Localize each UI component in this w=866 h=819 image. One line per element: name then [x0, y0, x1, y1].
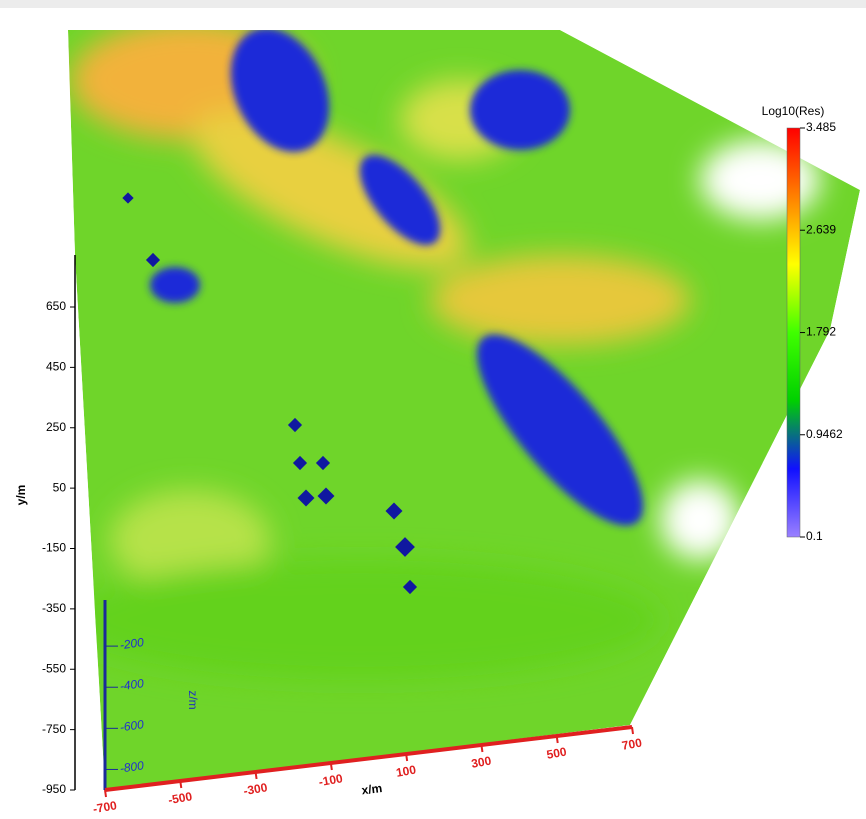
x-tick-label: 500 — [545, 744, 567, 761]
y-tick-label: 50 — [53, 480, 67, 494]
colorbar-tick-label: 0.9462 — [806, 427, 843, 441]
y-tick-label: 650 — [46, 299, 66, 313]
volume-render — [60, 12, 860, 790]
x-tick-label: 100 — [395, 762, 417, 779]
page: y/m x/m z/m Log10(Res) 650 450 250 50 -150 -3… — [0, 0, 866, 819]
chart: y/m x/m z/m Log10(Res) 650 450 250 50 -150 -3… — [0, 0, 866, 819]
y-tick-label: -150 — [42, 541, 66, 555]
top-band — [0, 0, 866, 8]
y-tick-label: -950 — [42, 782, 66, 796]
colorbar-tick-label: 1.792 — [806, 325, 836, 339]
colorbar-tick-label: 0.1 — [806, 529, 823, 543]
x-tick-label: -300 — [242, 780, 268, 798]
x-tick — [331, 763, 332, 770]
colorbar-title: Log10(Res) — [762, 104, 825, 118]
y-tick-label: 250 — [46, 420, 66, 434]
x-tick — [256, 772, 257, 779]
y-tick-label: 450 — [46, 360, 66, 374]
colorbar-tick-label: 2.639 — [806, 222, 836, 236]
x-tick — [481, 745, 482, 752]
colorbar — [787, 128, 800, 537]
y-tick-label: -350 — [42, 601, 66, 615]
x-axis-label: x/m — [361, 781, 383, 797]
colorbar-tick-label: 3.485 — [806, 120, 836, 134]
x-tick-label: 700 — [621, 735, 643, 752]
x-tick — [180, 781, 181, 788]
y-tick-label: -750 — [42, 722, 66, 736]
x-tick-label: -700 — [92, 798, 118, 816]
x-tick-label: 300 — [470, 753, 492, 770]
x-tick — [105, 790, 106, 797]
y-axis-label: y/m — [14, 485, 28, 506]
x-tick-label: -100 — [318, 771, 344, 789]
x-tick — [557, 736, 558, 743]
y-tick-label: -550 — [42, 661, 66, 675]
x-tick — [632, 727, 633, 734]
x-tick-label: -500 — [167, 789, 193, 807]
x-tick — [406, 754, 407, 761]
z-axis-label: z/m — [186, 690, 200, 709]
